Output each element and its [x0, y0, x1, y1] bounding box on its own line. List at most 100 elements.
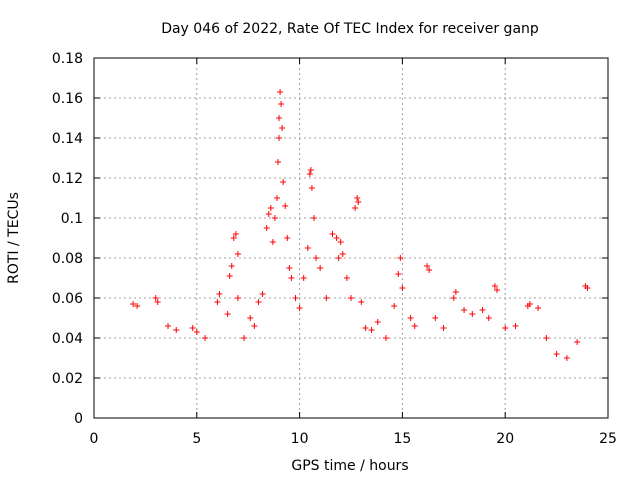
data-point	[276, 115, 283, 121]
data-point	[234, 251, 241, 257]
data-point	[397, 255, 404, 261]
data-point	[310, 215, 317, 221]
data-point	[343, 275, 350, 281]
data-point	[288, 275, 295, 281]
y-tick-label: 0.02	[52, 371, 83, 387]
data-point	[485, 315, 492, 321]
data-point	[280, 179, 287, 185]
data-point	[563, 355, 570, 361]
data-point	[512, 323, 519, 329]
x-tick-labels: 0 5 10 15 20 25	[90, 431, 617, 447]
data-point	[279, 125, 286, 131]
data-point	[306, 171, 313, 177]
data-point	[278, 101, 285, 107]
data-point	[276, 135, 283, 141]
x-tick-label: 20	[496, 431, 514, 447]
y-tick-label: 0.06	[52, 291, 83, 307]
data-point	[304, 245, 311, 251]
data-points	[130, 89, 591, 361]
data-point	[247, 315, 254, 321]
data-point	[461, 307, 468, 313]
data-point	[284, 235, 291, 241]
data-point	[317, 265, 324, 271]
data-point	[300, 275, 307, 281]
data-point	[214, 299, 221, 305]
data-point	[432, 315, 439, 321]
data-point	[226, 273, 233, 279]
x-tick-label: 25	[599, 431, 617, 447]
data-point	[333, 235, 340, 241]
data-point	[358, 299, 365, 305]
data-point	[329, 231, 336, 237]
data-point	[411, 323, 418, 329]
x-axis-label: GPS time / hours	[291, 458, 408, 474]
data-point	[535, 305, 542, 311]
x-tick-label: 15	[393, 431, 411, 447]
data-point	[368, 327, 375, 333]
data-point	[275, 159, 282, 165]
data-point	[574, 339, 581, 345]
axis-ticks	[93, 57, 609, 419]
data-point	[391, 303, 398, 309]
y-tick-label: 0.18	[52, 51, 83, 67]
data-point	[307, 167, 314, 173]
data-point	[348, 295, 354, 301]
data-point	[282, 203, 289, 209]
y-tick-label: 0.14	[52, 131, 83, 147]
data-point	[296, 305, 303, 311]
y-tick-labels: 0 0.02 0.04 0.06 0.08 0.1 0.12 0.14 0.16 0.18	[52, 51, 83, 427]
y-tick-label: 0.04	[52, 331, 83, 347]
chart-title: Day 046 of 2022, Rate Of TEC Index for r…	[161, 21, 539, 37]
data-point	[355, 199, 362, 205]
data-point	[313, 255, 320, 261]
data-point	[407, 315, 414, 321]
data-point	[362, 325, 369, 331]
data-point	[452, 289, 459, 295]
data-point	[234, 295, 241, 301]
data-point	[469, 311, 476, 317]
data-point	[241, 335, 248, 341]
data-point	[271, 215, 278, 221]
y-tick-label: 0.12	[52, 171, 83, 187]
data-point	[553, 351, 560, 357]
grid-lines	[94, 58, 608, 418]
y-tick-label: 0.08	[52, 251, 83, 267]
data-point	[263, 225, 270, 231]
data-point	[493, 287, 500, 293]
data-point	[337, 239, 344, 245]
data-point	[255, 299, 262, 305]
data-point	[354, 195, 361, 201]
data-point	[286, 265, 293, 271]
data-point	[374, 319, 381, 325]
data-point	[308, 185, 315, 191]
data-point	[265, 211, 272, 217]
data-point	[267, 205, 274, 211]
data-point	[479, 307, 486, 313]
data-point	[189, 325, 196, 331]
data-point	[450, 295, 457, 301]
data-point	[130, 301, 137, 307]
data-point	[154, 299, 161, 305]
data-point	[352, 205, 359, 211]
data-point	[259, 291, 266, 297]
data-point	[216, 291, 223, 297]
data-point	[152, 295, 159, 301]
data-point	[440, 325, 447, 331]
y-tick-label: 0.1	[61, 211, 83, 227]
data-point	[173, 327, 180, 333]
data-point	[273, 195, 280, 201]
data-point	[251, 323, 258, 329]
data-point	[395, 271, 402, 277]
y-axis-label: ROTI / TECUs	[6, 192, 22, 284]
data-point	[335, 255, 342, 261]
data-point	[230, 235, 237, 241]
data-point	[323, 295, 330, 301]
data-point	[584, 285, 591, 291]
data-point	[382, 335, 389, 341]
x-tick-label: 10	[291, 431, 309, 447]
data-point	[491, 283, 498, 289]
data-point	[543, 335, 550, 341]
data-point	[165, 323, 172, 329]
data-point	[526, 301, 533, 307]
